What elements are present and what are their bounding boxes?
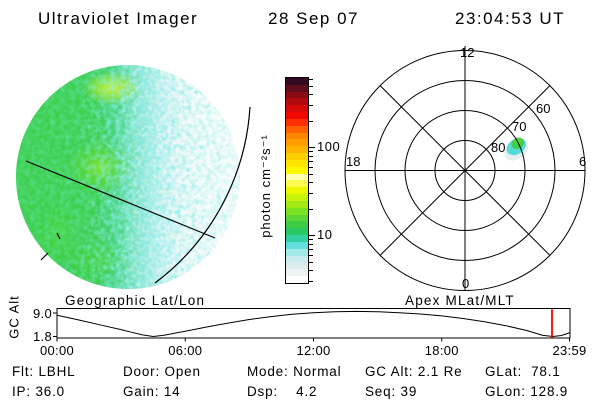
grid-tick-dash — [40, 252, 49, 261]
colorbar-cell — [286, 112, 308, 119]
colorbar-cell — [286, 269, 308, 277]
colorbar-cell — [286, 132, 308, 140]
colorbar-cell — [286, 166, 308, 174]
colorbar-tick-mark — [309, 193, 313, 194]
colorbar-tick-mark — [309, 235, 315, 236]
xtick-label: 12:00 — [296, 343, 331, 358]
colorbar-tick-mark — [309, 173, 313, 175]
colorbar-axis-label: photon cm⁻²s⁻¹ — [258, 134, 273, 238]
disk-panel-label: Geographic Lat/Lon — [65, 293, 206, 308]
colorbar-tick-mark — [309, 248, 313, 250]
colorbar-cell — [286, 105, 308, 113]
colorbar-tick-mark — [309, 182, 313, 183]
xtick-label: 06:00 — [168, 343, 203, 358]
colorbar-tick-mark — [309, 281, 313, 282]
colorbar-gradient — [285, 77, 309, 284]
status-glat: GLat: 78.1 — [485, 364, 561, 379]
polar-grid — [344, 46, 586, 291]
colorbar-cell — [286, 214, 308, 222]
orbit-altitude-curve — [56, 310, 571, 338]
geographic-grid-arc — [154, 106, 251, 284]
colorbar-tick-mark — [309, 254, 313, 256]
colorbar-cell — [286, 221, 308, 229]
polar-panel-label: Apex MLat/MLT — [405, 293, 515, 308]
colorbar-cell — [286, 173, 308, 181]
colorbar-cell — [286, 228, 308, 236]
status-ip: IP: 36.0 — [12, 384, 65, 399]
colorbar-tick-mark — [309, 166, 313, 168]
xtick-label: 23:59 — [552, 343, 587, 358]
mlt-label-12: 12 — [460, 45, 474, 60]
mlt-label-6: 6 — [579, 154, 586, 169]
colorbar-cell — [286, 125, 308, 133]
geographic-grid-overlay — [25, 106, 251, 284]
auroral-patch — [504, 137, 529, 161]
header-date: 28 Sep 07 — [268, 9, 360, 28]
colorbar-tick-mark — [309, 270, 313, 271]
mlat-label-70: 70 — [512, 119, 526, 134]
colorbar-tick-mark — [309, 239, 313, 240]
xtick-label: 18:00 — [424, 343, 459, 358]
status-glon: GLon: 128.9 — [485, 384, 569, 399]
colorbar-tick-mark — [309, 85, 313, 87]
colorbar-tick-label: 100 — [317, 139, 341, 154]
colorbar-cell — [286, 241, 308, 249]
polar-plot: 12 18 6 0 60 70 80 — [344, 45, 586, 291]
page-title: Ultraviolet Imager — [38, 9, 199, 28]
status-flt: Flt: LBHL — [12, 364, 76, 379]
colorbar-cell — [286, 91, 308, 99]
colorbar-cell — [286, 84, 308, 92]
colorbar-cell — [286, 255, 308, 263]
colorbar-tick-mark — [309, 147, 315, 148]
colorbar-tick-mark — [309, 94, 313, 95]
ytick-label-9: 9.0 — [33, 306, 52, 321]
colorbar-cell — [286, 139, 308, 147]
colorbar-cell — [286, 276, 308, 283]
colorbar-cell — [286, 159, 308, 167]
gc-alt-panel — [53, 308, 571, 342]
status-seq: Seq: 39 — [365, 384, 418, 399]
colorbar-cell — [286, 262, 308, 270]
ytick-label-1-8: 1.8 — [33, 329, 52, 344]
colorbar-tick-label: 10 — [317, 227, 333, 242]
colorbar-tick-mark — [309, 120, 313, 122]
colorbar-tick-mark — [309, 261, 313, 263]
status-door: Door: Open — [123, 364, 201, 379]
colorbar-cell — [286, 78, 308, 85]
colorbar-cell — [286, 235, 308, 242]
colorbar-tick-mark — [309, 151, 313, 152]
timeseries-y-axis-label: GC Alt — [6, 295, 22, 339]
colorbar-tick-mark — [309, 78, 313, 80]
colorbar-tick-mark — [309, 243, 313, 245]
mlat-label-60: 60 — [536, 101, 550, 116]
colorbar-cell — [286, 248, 308, 256]
colorbar-cell — [286, 207, 308, 215]
colorbar-tick-mark — [309, 155, 313, 157]
colorbar-cell — [286, 98, 308, 106]
geographic-grid-line — [25, 160, 216, 239]
colorbar-tick-mark — [309, 208, 313, 210]
colorbar-cell — [286, 118, 308, 126]
earth-disk — [16, 65, 240, 289]
grid-tick-dash — [56, 232, 61, 240]
mlt-label-0: 0 — [462, 276, 469, 291]
colorbar-cell — [286, 153, 308, 160]
mlat-label-80: 80 — [491, 140, 505, 155]
colorbar-cell — [286, 180, 308, 188]
status-mode: Mode: Normal — [247, 364, 342, 379]
status-dsp: Dsp: 4.2 — [247, 384, 318, 399]
colorbar-tick-mark — [309, 160, 313, 162]
colorbar-cell — [286, 187, 308, 195]
header-time: 23:04:53 UT — [455, 9, 566, 28]
colorbar-cell — [286, 200, 308, 208]
colorbar-tick-mark — [309, 105, 313, 106]
colorbar-cell — [286, 194, 308, 201]
colorbar-cell — [286, 146, 308, 154]
xtick-label: 00:00 — [39, 343, 75, 358]
uv-disk-image — [16, 65, 251, 289]
status-gain: Gain: 14 — [123, 384, 181, 399]
mlt-label-18: 18 — [346, 154, 360, 169]
status-gc-alt: GC Alt: 2.1 Re — [365, 364, 463, 379]
